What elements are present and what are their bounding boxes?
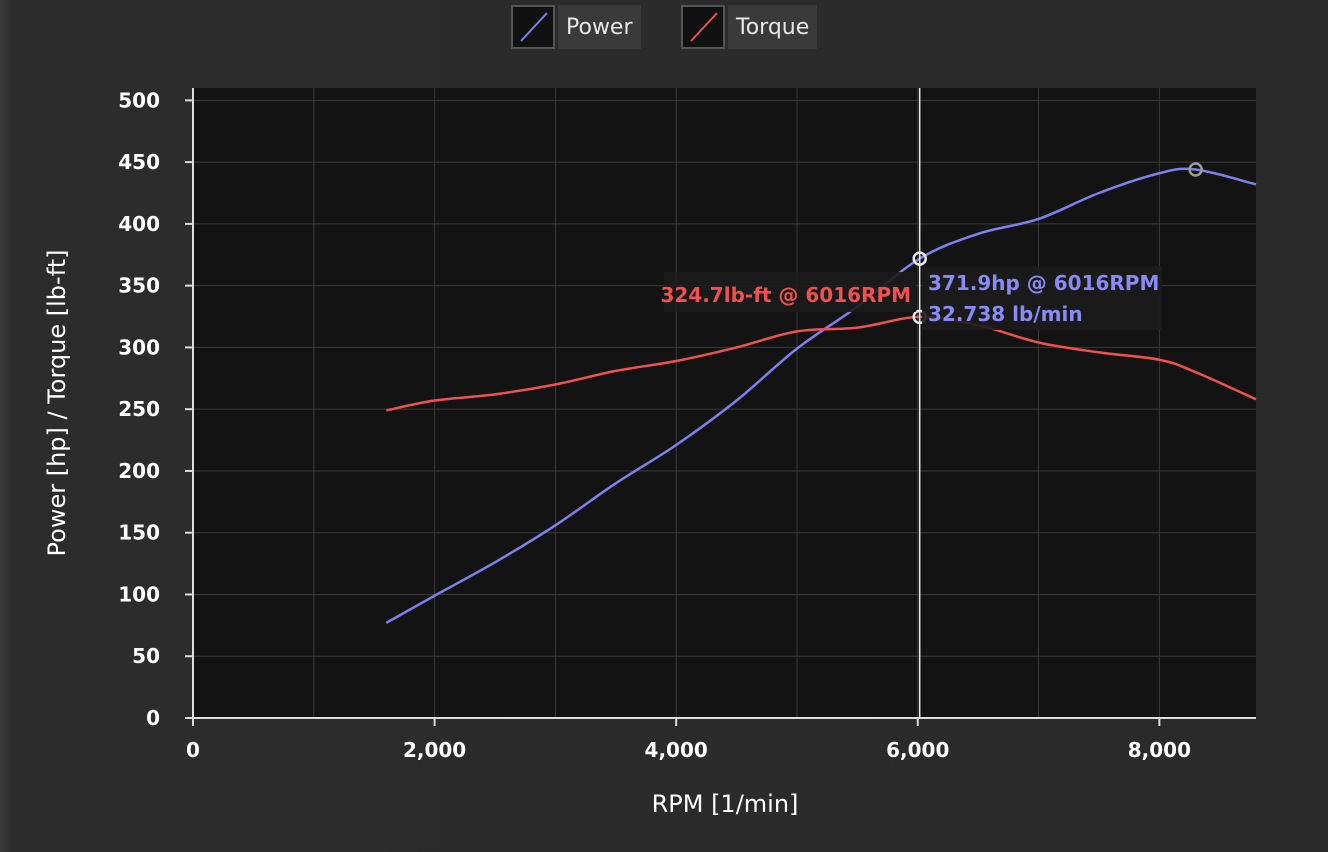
y-tick-label: 100 <box>118 582 160 606</box>
series-line-torque <box>386 315 1257 412</box>
x-tick-label: 4,000 <box>645 738 708 762</box>
y-tick-labels: 0 50 100 150 200 250 300 350 400 450 500 <box>118 88 160 730</box>
plot-area <box>193 88 1256 718</box>
y-tick-label: 400 <box>118 212 160 236</box>
x-tick-labels: 0 2,000 4,000 6,000 8,000 <box>186 738 1191 762</box>
y-tick-label: 500 <box>118 88 160 112</box>
power-line-icon <box>511 5 555 49</box>
series-line-power <box>385 167 1257 624</box>
x-tick-label: 2,000 <box>403 738 466 762</box>
y-tick-label: 0 <box>146 706 160 730</box>
series-lines <box>385 167 1257 624</box>
peak-power-marker <box>1188 162 1203 177</box>
x-tick-label: 0 <box>186 738 200 762</box>
torque-readout: 324.7lb-ft @ 6016RPM <box>660 283 911 307</box>
x-tick-label: 8,000 <box>1128 738 1191 762</box>
y-axis-label: Power [hp] / Torque [lb-ft] <box>43 250 71 557</box>
y-tick-label: 450 <box>118 150 160 174</box>
legend-item-power[interactable]: Power <box>511 5 641 49</box>
power-tooltip-bg <box>922 266 1162 330</box>
power-cursor-marker <box>912 251 927 266</box>
grid <box>193 88 1256 718</box>
cursor-tooltips: 324.7lb-ft @ 6016RPM 371.9hp @ 6016RPM 3… <box>660 266 1162 330</box>
y-tick-label: 50 <box>132 644 160 668</box>
y-tick-label: 200 <box>118 459 160 483</box>
x-tick-label: 6,000 <box>886 738 949 762</box>
airflow-readout: 32.738 lb/min <box>928 302 1083 326</box>
legend-item-torque[interactable]: Torque <box>681 5 818 49</box>
x-axis-label: RPM [1/min] <box>652 790 799 818</box>
torque-tooltip-bg <box>664 272 916 312</box>
axes <box>185 88 1256 726</box>
y-tick-label: 300 <box>118 335 160 359</box>
legend-label-torque: Torque <box>728 5 818 49</box>
y-tick-label: 150 <box>118 521 160 545</box>
legend-label-power: Power <box>558 5 641 49</box>
y-tick-label: 350 <box>118 274 160 298</box>
power-readout: 371.9hp @ 6016RPM <box>928 271 1159 295</box>
torque-line-icon <box>681 5 725 49</box>
y-tick-label: 250 <box>118 397 160 421</box>
